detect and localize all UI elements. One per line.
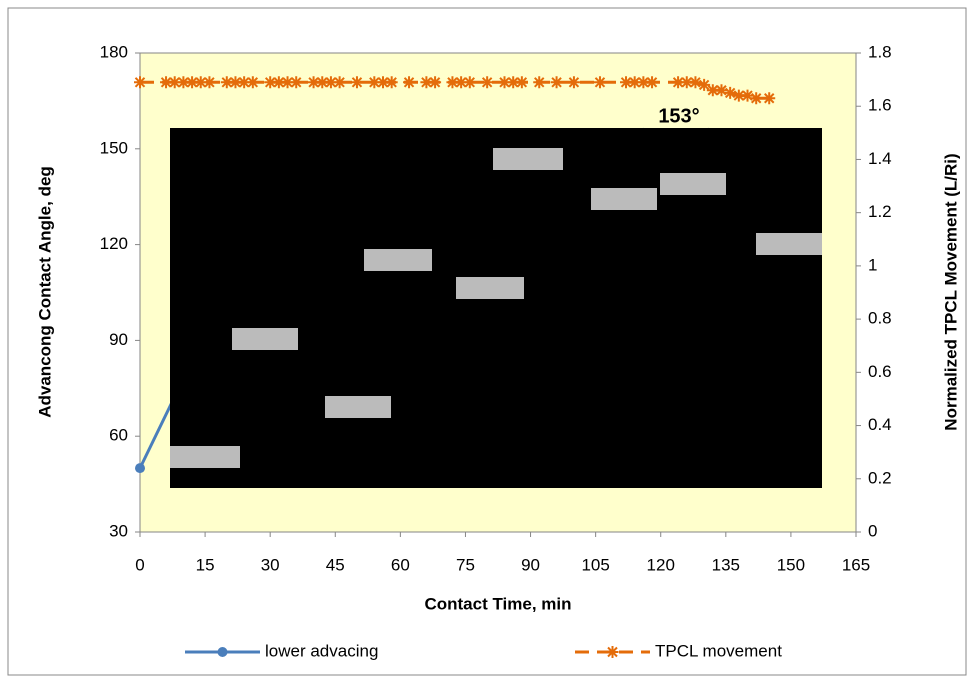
y2-tick-label: 0.6 — [868, 362, 892, 381]
y2-axis-title: Normalized TPCL Movement (L/Ri) — [941, 153, 960, 430]
marker — [481, 76, 494, 89]
marker — [567, 76, 580, 89]
marker — [463, 76, 476, 89]
marker — [550, 76, 563, 89]
marker — [689, 76, 702, 89]
marker — [628, 76, 641, 89]
y-tick-label: 60 — [109, 426, 128, 445]
x-tick-label: 0 — [135, 555, 144, 574]
marker — [203, 76, 216, 89]
marker — [324, 76, 337, 89]
marker — [229, 76, 242, 89]
marker — [507, 76, 520, 89]
x-tick-label: 165 — [842, 555, 870, 574]
marker — [732, 89, 745, 102]
marker — [680, 76, 693, 89]
marker — [290, 76, 303, 89]
marker — [134, 76, 146, 89]
x-tick-label: 30 — [261, 555, 280, 574]
y2-tick-label: 0.4 — [868, 415, 892, 434]
marker — [533, 76, 546, 89]
marker — [724, 86, 737, 99]
marker — [750, 92, 763, 105]
marker — [377, 76, 390, 89]
marker — [316, 76, 329, 89]
x-tick-label: 105 — [581, 555, 609, 574]
marker — [446, 76, 459, 89]
legend-marker — [217, 647, 228, 657]
marker — [135, 463, 145, 474]
marker — [620, 76, 633, 89]
marker — [455, 76, 468, 89]
marker — [168, 76, 181, 89]
y2-tick-label: 1.2 — [868, 202, 892, 221]
x-tick-label: 75 — [456, 555, 475, 574]
marker — [672, 76, 685, 89]
marker — [593, 76, 606, 89]
marker — [307, 76, 320, 89]
y-tick-label: 90 — [109, 330, 128, 349]
marker — [637, 76, 650, 89]
marker — [498, 76, 511, 89]
marker — [515, 76, 528, 89]
marker — [333, 76, 346, 89]
y-tick-label: 120 — [100, 234, 128, 253]
legend-label: lower advacing — [265, 641, 378, 660]
marker — [698, 78, 711, 91]
marker — [420, 76, 433, 89]
marker — [194, 76, 207, 89]
marker — [281, 76, 294, 89]
marker — [160, 76, 173, 89]
marker — [368, 76, 381, 89]
marker — [646, 76, 659, 89]
y2-tick-label: 1.6 — [868, 96, 892, 115]
y2-tick-label: 0 — [868, 521, 877, 540]
y2-tick-label: 1.4 — [868, 149, 892, 168]
marker — [403, 76, 416, 89]
y2-tick-label: 1.8 — [868, 42, 892, 61]
y-tick-label: 30 — [109, 521, 128, 540]
annotation: 153° — [658, 105, 699, 127]
marker — [763, 92, 776, 105]
marker — [715, 84, 728, 97]
marker — [429, 76, 442, 89]
legend-marker — [606, 646, 619, 658]
x-tick-label: 15 — [196, 555, 215, 574]
x-tick-label: 45 — [326, 555, 345, 574]
y-tick-label: 180 — [100, 42, 128, 61]
marker — [350, 76, 363, 89]
marker — [272, 76, 285, 89]
x-tick-label: 135 — [712, 555, 740, 574]
marker — [177, 76, 190, 89]
y2-tick-label: 1 — [868, 255, 877, 274]
x-tick-label: 120 — [647, 555, 675, 574]
y-axis-title: Advancong Contact Angle, deg — [35, 166, 54, 418]
legend-label: TPCL movement — [655, 641, 782, 660]
y-tick-label: 150 — [100, 138, 128, 157]
marker — [246, 76, 259, 89]
image-overlay — [170, 128, 822, 488]
marker — [264, 76, 277, 89]
marker — [706, 84, 719, 97]
x-axis-title: Contact Time, min — [424, 594, 571, 613]
marker — [238, 76, 251, 89]
marker — [220, 76, 233, 89]
marker — [385, 76, 398, 89]
y2-tick-label: 0.2 — [868, 468, 892, 487]
marker — [186, 76, 199, 89]
marker — [741, 89, 754, 102]
x-tick-label: 150 — [777, 555, 805, 574]
x-tick-label: 90 — [521, 555, 540, 574]
y2-tick-label: 0.8 — [868, 309, 892, 328]
x-tick-label: 60 — [391, 555, 410, 574]
